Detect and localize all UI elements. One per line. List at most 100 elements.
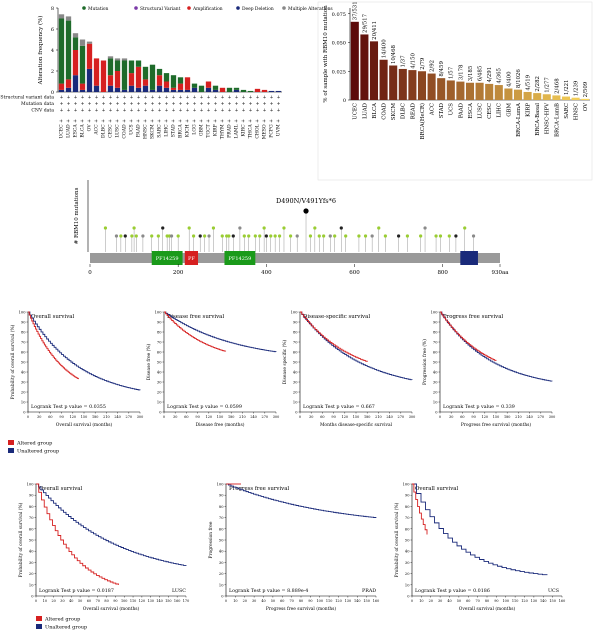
lollipop-head (328, 234, 332, 238)
row-plus: + (158, 101, 162, 107)
x-tick-label: BLCA + (79, 119, 85, 138)
bar (446, 80, 455, 100)
bar (389, 65, 398, 100)
y-tick-label: 40 (293, 371, 298, 375)
x-tick-label: KICH + (184, 119, 190, 137)
protein-backbone (90, 253, 500, 263)
x-axis-label: Progress free survival (months) (461, 423, 532, 428)
y-tick-label: 80 (433, 331, 438, 335)
survival-curve-unaltered (164, 311, 277, 353)
x-tick-label: UCEC (353, 103, 359, 120)
y-tick-label: 70 (21, 341, 26, 345)
x-tick-label: ACC (430, 103, 436, 116)
y-axis-label: Progression free (%) (423, 339, 428, 385)
y-tick-label: 10 (433, 401, 438, 405)
domain-label: PF (188, 256, 195, 262)
x-tick-label: UCS (449, 103, 455, 116)
panel-e-survival-row: Overall survival Probability of overall s… (19, 483, 565, 631)
lollipop-head (405, 234, 410, 238)
row-plus: + (270, 101, 274, 107)
lollipop-head (134, 234, 138, 238)
x-tick-label: 30 (252, 599, 256, 603)
x-tick-label: KIRP + (212, 119, 218, 136)
lollipop-head (258, 234, 262, 238)
legend-label: Structural Variant (140, 7, 181, 12)
bar-segment (135, 60, 142, 67)
row-plus: + (151, 108, 155, 114)
bar (398, 68, 407, 100)
data-label: 1/37 (401, 55, 407, 68)
lollipop-head (434, 234, 438, 238)
data-label: 1/221 (564, 80, 570, 96)
bar-segment (79, 83, 86, 90)
lollipop-head (161, 226, 165, 230)
lollipop-head (313, 226, 317, 230)
data-label: 2/468 (554, 78, 560, 94)
y-tick-label: 70 (219, 516, 224, 520)
survival-curve-altered (36, 483, 119, 585)
row-plus: + (81, 95, 85, 101)
y-tick-label: 40 (29, 550, 34, 554)
y-tick-label: 100 (403, 483, 411, 487)
bar-segment (86, 43, 93, 69)
row-plus: + (228, 101, 232, 107)
bar-segment (135, 66, 142, 88)
y-tick-label: 100 (217, 483, 225, 487)
survival-curve-altered (164, 311, 227, 352)
data-label: 3/178 (458, 64, 464, 80)
lollipop-head (187, 226, 191, 230)
y-tick-label: 60 (405, 527, 410, 531)
legend-label: Multiple Alterations (288, 7, 333, 12)
x-tick-label: 160 (373, 599, 379, 603)
x-tick-label: BRCA + (177, 119, 183, 138)
row-plus: + (109, 95, 113, 101)
bar-segment (254, 88, 261, 92)
x-tick-label: 150 (353, 415, 359, 419)
y-tick-label: 10 (29, 583, 34, 587)
y-axis-label: # RBM10 mutations (74, 187, 80, 244)
bar-segment (156, 85, 163, 92)
y-tick-label: 50 (433, 361, 438, 365)
x-tick-label: 100 (503, 599, 509, 603)
row-plus: + (165, 108, 169, 114)
y-tick-label: 0 (31, 595, 34, 599)
lollipop-head (156, 234, 160, 238)
x-tick-label: 160 (559, 599, 565, 603)
x-tick-label: PRAD + (226, 119, 232, 138)
x-tick-label: 210 (375, 415, 381, 419)
domain-label: PF14259 (229, 256, 252, 262)
row-plus: + (67, 101, 71, 107)
row-plus: + (137, 108, 141, 114)
legend-swatch-unaltered (8, 448, 14, 453)
x-tick-label: SKCM + (149, 119, 155, 139)
x-tick-label: 30 (173, 415, 177, 419)
x-tick-label: 30 (449, 415, 453, 419)
lollipop-head (130, 234, 134, 238)
lollipop-head (317, 234, 321, 238)
data-label: 2/509 (583, 81, 589, 97)
row-plus: + (130, 95, 134, 101)
x-tick-label: 10 (233, 599, 237, 603)
lollipop-head (119, 234, 123, 238)
row-plus: + (249, 101, 253, 107)
x-tick-label: HNSC + (142, 119, 148, 139)
y-tick-label: 100 (19, 311, 27, 315)
x-tick-label: 80 (104, 599, 108, 603)
bar (571, 97, 580, 100)
y-tick-label: 0.075 (332, 12, 346, 18)
lollipop-head (176, 234, 180, 238)
bar-segment (114, 58, 121, 61)
y-tick-label: 70 (157, 341, 162, 345)
row-plus: + (228, 108, 232, 114)
y-tick-label: 30 (433, 381, 438, 385)
lollipop-head (114, 234, 119, 238)
x-tick-label: 0 (163, 415, 165, 419)
row-plus: + (60, 95, 64, 101)
bar-segment (121, 60, 128, 90)
row-plus: + (95, 101, 99, 107)
survival-curve-unaltered (412, 483, 548, 576)
x-tick-label: CHOL + (254, 119, 260, 139)
y-tick-label: 30 (157, 381, 162, 385)
row-plus: + (221, 95, 225, 101)
bar (437, 78, 446, 100)
